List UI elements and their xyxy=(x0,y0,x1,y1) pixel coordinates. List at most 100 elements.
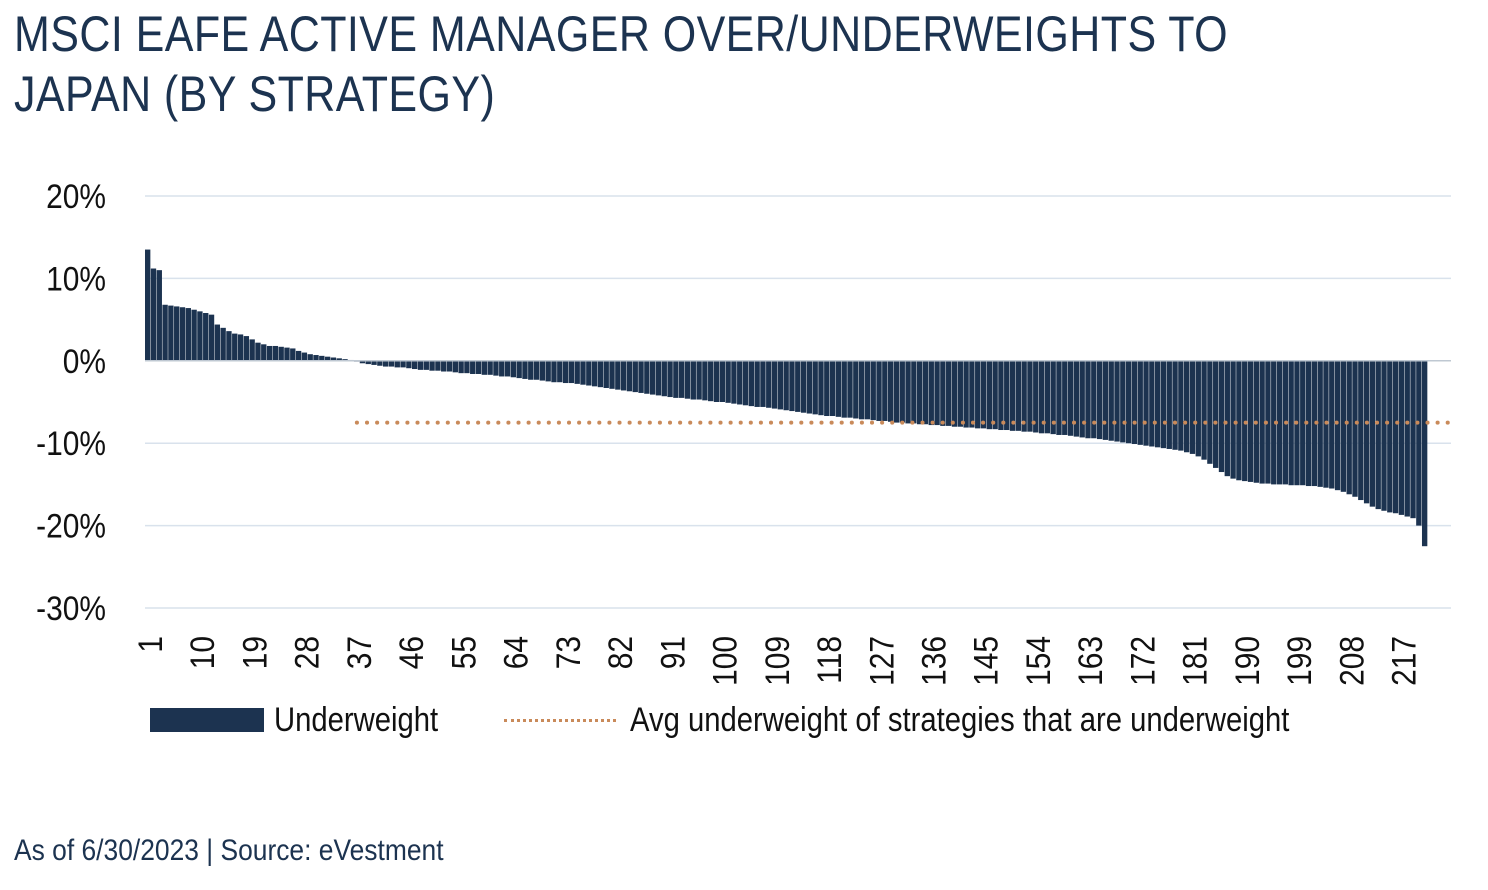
bar xyxy=(847,360,853,418)
bar xyxy=(1166,360,1172,449)
bar xyxy=(737,360,743,405)
bar xyxy=(545,360,551,382)
bar xyxy=(1062,360,1068,435)
bar xyxy=(957,360,963,427)
bar xyxy=(1404,360,1410,517)
bar xyxy=(626,360,633,392)
bar xyxy=(470,360,476,374)
x-tick-label: 181 xyxy=(1176,636,1214,686)
bar xyxy=(1096,360,1103,440)
bar xyxy=(1218,360,1225,473)
bar xyxy=(168,305,174,361)
bar xyxy=(237,334,244,361)
x-axis-tick-labels: 1 10 19 28 37 46 55 64 73 82 91 100 109 118 127 136 145 1… xyxy=(131,636,1423,686)
x-tick-label: 55 xyxy=(445,636,483,669)
bar xyxy=(330,357,337,361)
bar xyxy=(597,360,604,388)
bar xyxy=(1224,360,1230,477)
bar xyxy=(748,360,755,407)
bar xyxy=(1195,360,1201,457)
bar xyxy=(1381,360,1387,511)
bar xyxy=(899,360,905,423)
bar xyxy=(1334,360,1341,491)
bar xyxy=(214,324,221,361)
bar xyxy=(719,360,725,402)
bar xyxy=(162,304,168,361)
bar xyxy=(1236,360,1242,481)
bar xyxy=(1276,360,1283,485)
bar xyxy=(1271,360,1277,485)
bar xyxy=(191,309,197,361)
bar xyxy=(319,355,325,361)
bar xyxy=(388,360,395,367)
bars xyxy=(145,249,1428,547)
bar xyxy=(313,355,319,361)
bar xyxy=(185,308,191,361)
y-tick-label: 0% xyxy=(63,342,106,380)
x-tick-label: 82 xyxy=(601,636,639,669)
x-tick-label: 37 xyxy=(340,636,378,669)
chart-title-line-1: MSCI EAFE ACTIVE MANAGER OVER/UNDERWEIGH… xyxy=(14,6,1228,62)
bar xyxy=(887,360,894,422)
bar xyxy=(203,313,209,361)
bar xyxy=(504,360,511,377)
bar xyxy=(475,360,482,374)
bar xyxy=(946,360,952,426)
bar xyxy=(528,360,534,380)
x-tick-label: 64 xyxy=(497,636,535,669)
bar xyxy=(795,360,801,412)
bar xyxy=(499,360,505,377)
bar xyxy=(1358,360,1364,501)
bar xyxy=(876,360,882,421)
bar xyxy=(812,360,818,415)
bar xyxy=(365,360,371,365)
bar xyxy=(1369,360,1376,507)
bar xyxy=(336,358,342,361)
bar xyxy=(1305,360,1312,487)
bar xyxy=(905,360,911,424)
legend-swatch-underweight xyxy=(150,708,264,732)
bar xyxy=(266,345,273,361)
bar-chart: 20% 10% 0% -10% -20% -30% 1 10 19 28 37 46 55 64 73 82… xyxy=(36,177,1451,686)
bar xyxy=(174,306,180,361)
bar xyxy=(441,360,447,372)
y-tick-label: -30% xyxy=(36,589,106,627)
x-tick-label: 73 xyxy=(549,636,587,669)
bar xyxy=(156,270,162,361)
bar xyxy=(667,360,673,398)
bar xyxy=(1021,360,1027,432)
x-tick-label: 118 xyxy=(810,636,848,684)
bar xyxy=(1149,360,1155,447)
x-tick-label: 1 xyxy=(131,636,169,653)
bar xyxy=(1387,360,1393,513)
bar xyxy=(1073,360,1080,437)
bar xyxy=(278,346,284,361)
bar xyxy=(975,360,981,429)
bar xyxy=(371,360,377,365)
bar xyxy=(377,360,383,366)
bar xyxy=(481,360,488,375)
bar xyxy=(145,249,151,361)
bar xyxy=(1015,360,1022,431)
bar xyxy=(655,360,662,396)
x-tick-label: 19 xyxy=(236,636,274,669)
bar xyxy=(1108,360,1114,441)
bar xyxy=(1259,360,1265,484)
bar xyxy=(760,360,766,407)
x-tick-label: 127 xyxy=(862,636,900,686)
bar xyxy=(342,359,348,361)
bar xyxy=(858,360,865,420)
bar xyxy=(551,360,557,383)
bar xyxy=(1154,360,1161,448)
bar xyxy=(1085,360,1091,439)
bar xyxy=(911,360,917,424)
bar xyxy=(1265,360,1271,484)
bar xyxy=(742,360,749,406)
x-tick-label: 109 xyxy=(758,636,796,686)
bar xyxy=(609,360,615,389)
bar xyxy=(824,360,830,417)
bar xyxy=(638,360,644,393)
x-tick-label: 208 xyxy=(1333,636,1371,686)
x-tick-label: 145 xyxy=(967,636,1005,686)
bar xyxy=(679,360,685,398)
